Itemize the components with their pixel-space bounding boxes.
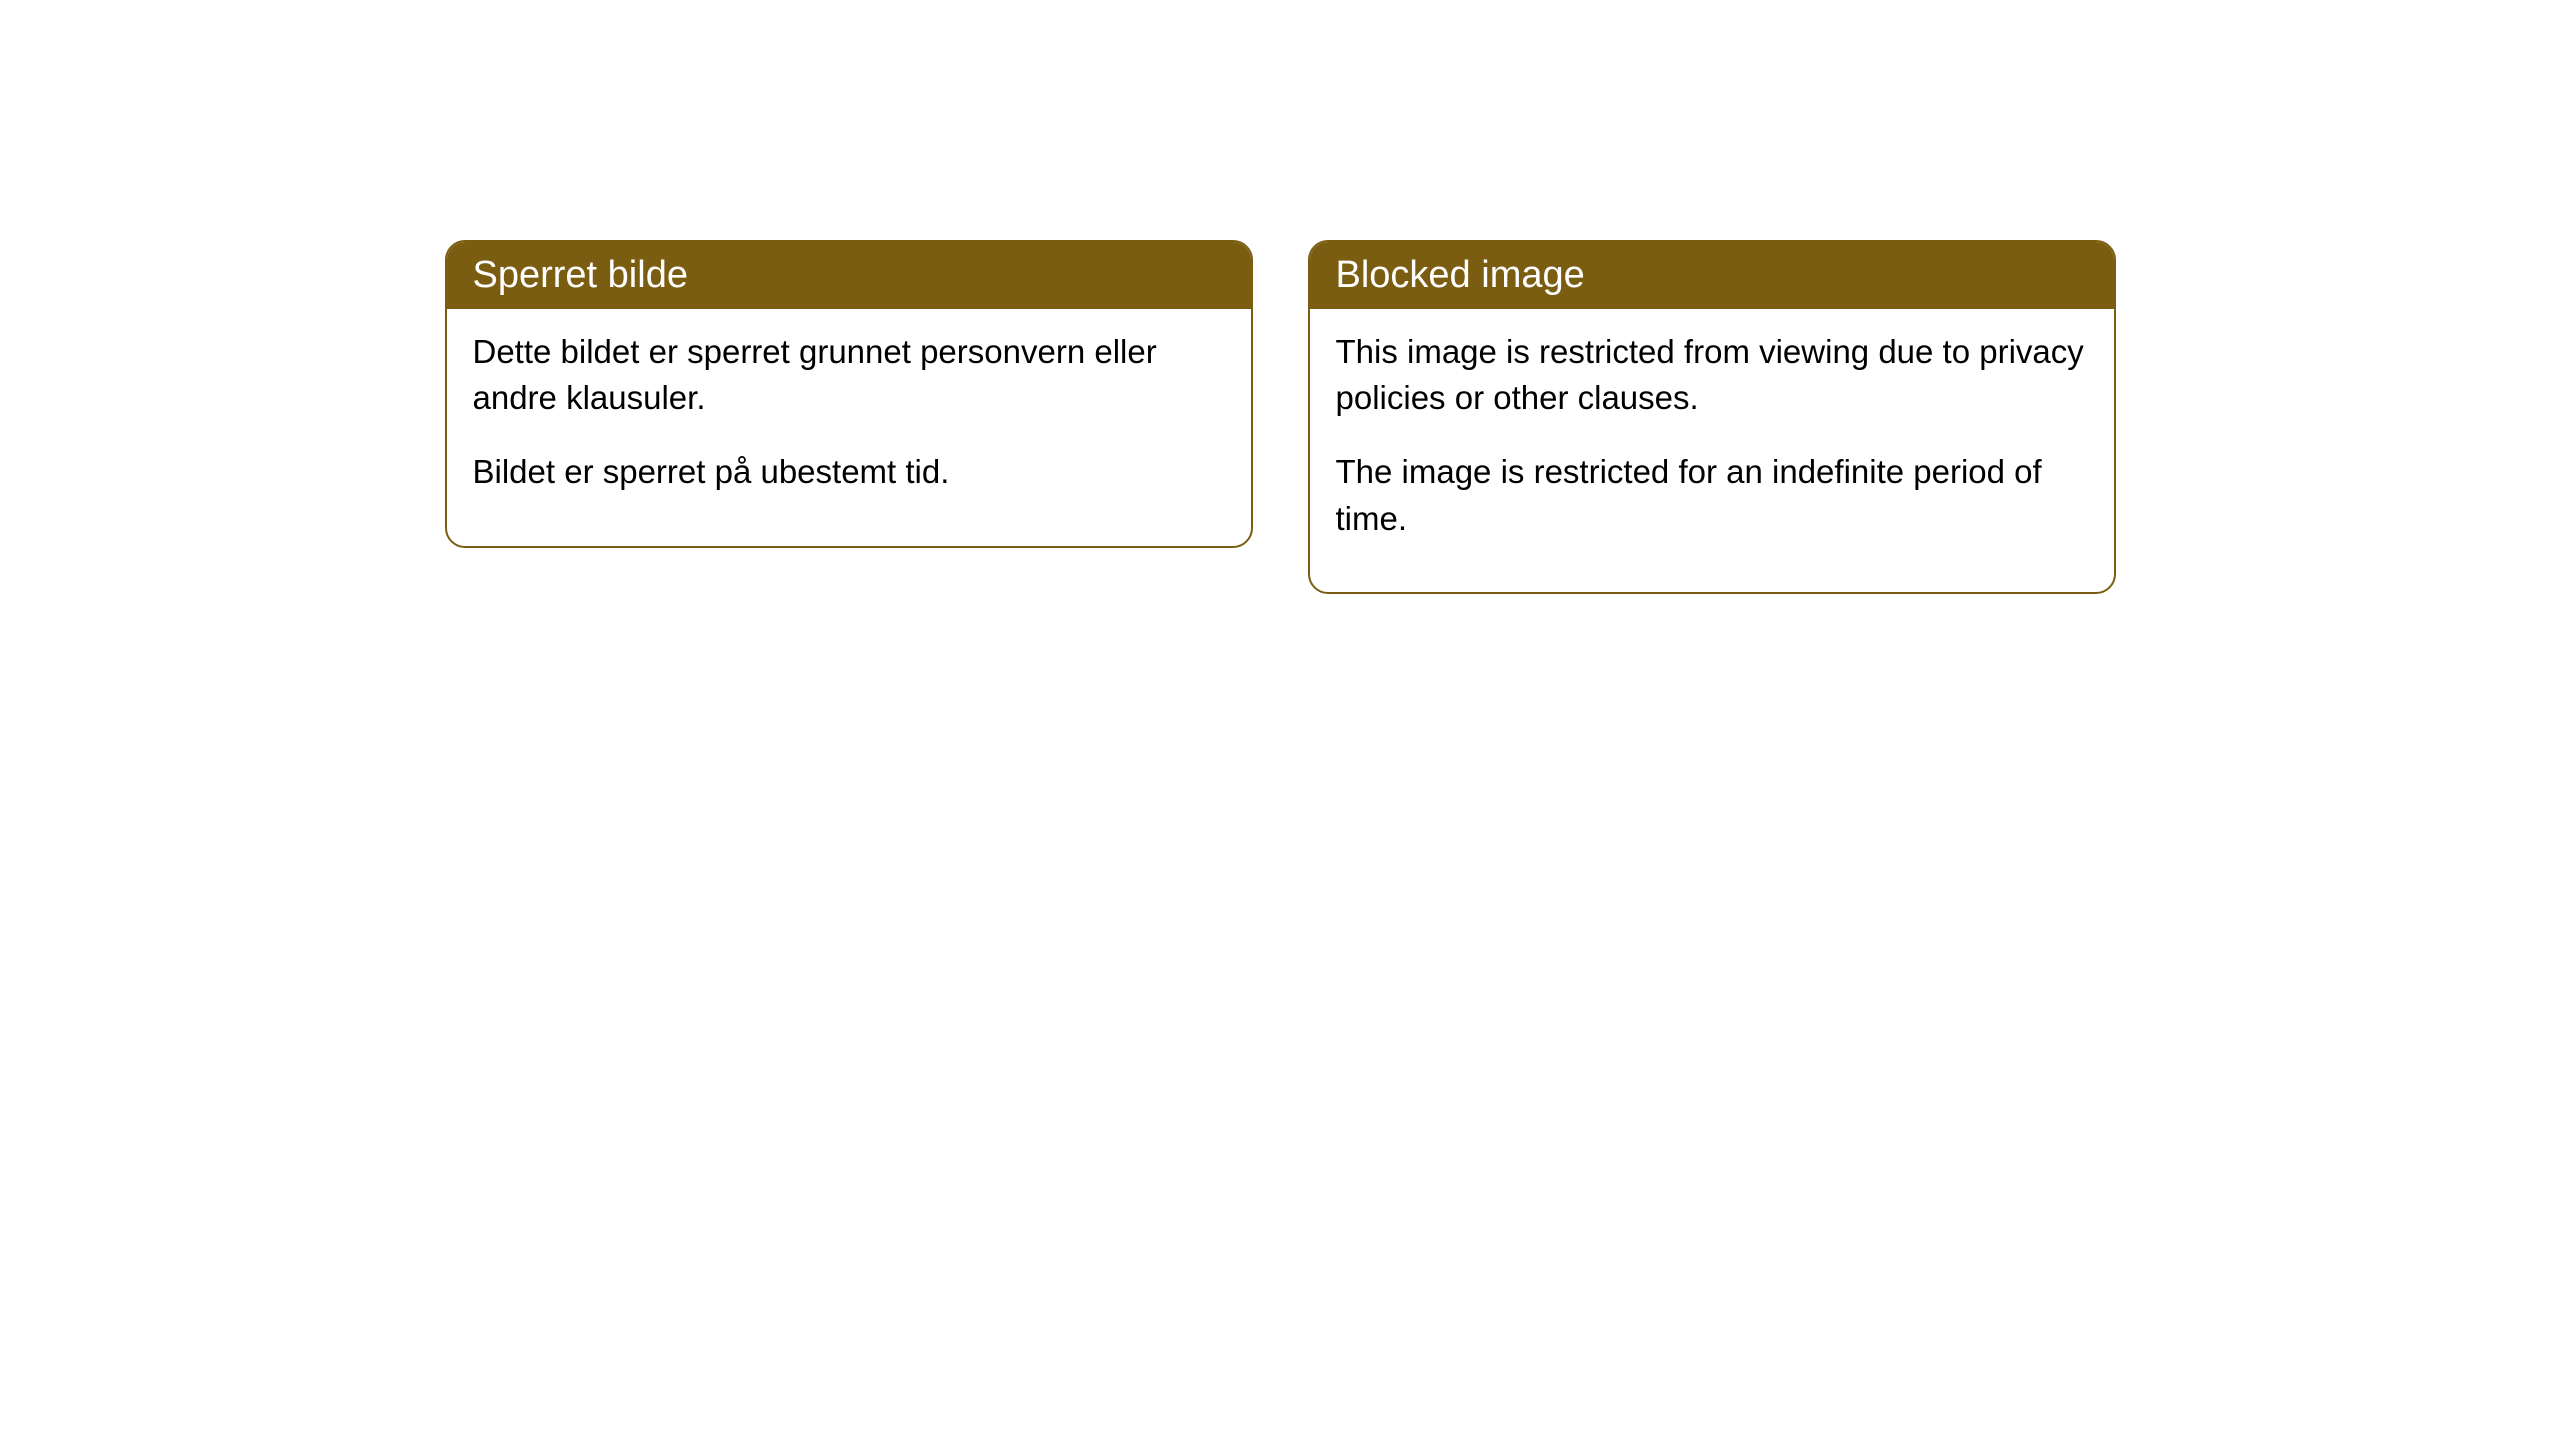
card-text-line-1: This image is restricted from viewing du… xyxy=(1336,329,2088,421)
card-text-line-2: The image is restricted for an indefinit… xyxy=(1336,449,2088,541)
card-body: This image is restricted from viewing du… xyxy=(1310,309,2114,592)
card-text-line-1: Dette bildet er sperret grunnet personve… xyxy=(473,329,1225,421)
card-norwegian: Sperret bilde Dette bildet er sperret gr… xyxy=(445,240,1253,548)
card-header: Sperret bilde xyxy=(447,242,1251,309)
card-text-line-2: Bildet er sperret på ubestemt tid. xyxy=(473,449,1225,495)
card-english: Blocked image This image is restricted f… xyxy=(1308,240,2116,594)
card-body: Dette bildet er sperret grunnet personve… xyxy=(447,309,1251,546)
card-header: Blocked image xyxy=(1310,242,2114,309)
cards-container: Sperret bilde Dette bildet er sperret gr… xyxy=(445,240,2116,1440)
